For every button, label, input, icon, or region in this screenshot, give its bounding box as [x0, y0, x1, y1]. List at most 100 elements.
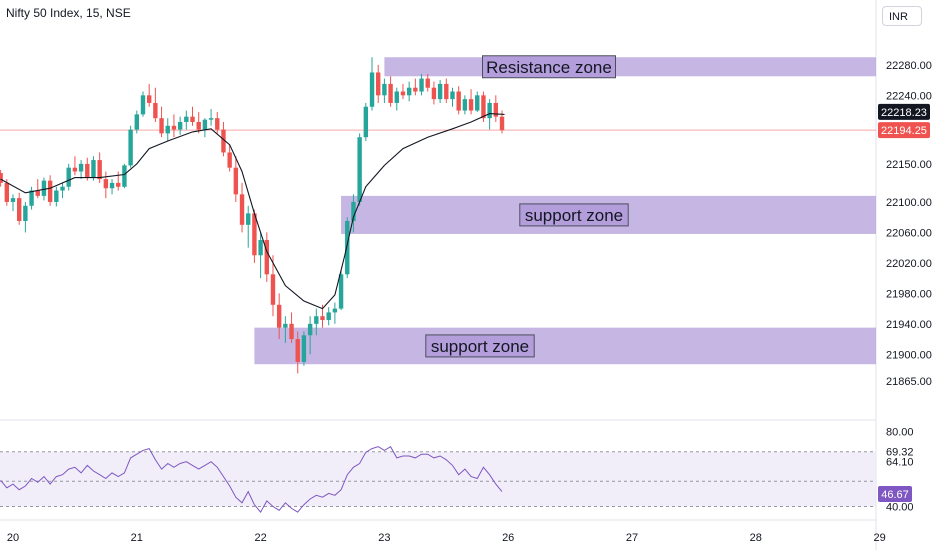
- price-badge: [878, 103, 930, 120]
- candle-body: [196, 121, 201, 130]
- candle-body: [345, 221, 350, 275]
- price-tick-label: 22100.00: [886, 197, 932, 209]
- candle-body: [97, 160, 102, 180]
- candle-body: [246, 213, 251, 225]
- candle-body: [252, 213, 257, 256]
- time-tick-label: 26: [502, 532, 514, 544]
- price-badge: [878, 122, 930, 139]
- price-badge-label: 22194.25: [881, 125, 927, 137]
- price-tick-label: 21865.00: [886, 376, 932, 388]
- candle-body: [468, 99, 474, 111]
- rsi-tick-label: 69.32: [886, 447, 914, 459]
- candle-body: [47, 180, 53, 202]
- candle-body: [60, 186, 65, 191]
- candle-body: [289, 323, 294, 340]
- candle-body: [326, 312, 331, 321]
- candle-body: [72, 167, 78, 172]
- time-tick-label: 23: [378, 532, 390, 544]
- candle-body: [215, 118, 220, 130]
- candle-body: [307, 323, 313, 336]
- candle-body: [239, 194, 245, 225]
- time-tick-label: 27: [626, 532, 638, 544]
- candle-body: [29, 190, 34, 206]
- candle-body: [128, 129, 133, 166]
- candle-body: [382, 83, 387, 96]
- rsi-tick-label: 64.10: [886, 456, 914, 468]
- price-tick-label: 22150.00: [886, 159, 932, 171]
- candle-body: [10, 198, 16, 202]
- time-tick-label: 22: [254, 532, 266, 544]
- candle-body: [283, 323, 288, 328]
- zone-label: support zone: [525, 206, 623, 225]
- time-tick-label: 28: [750, 532, 762, 544]
- candle-body: [41, 180, 47, 196]
- candle-body: [444, 83, 449, 100]
- candle-body: [369, 72, 375, 107]
- candle-body: [487, 102, 492, 119]
- candle-body: [456, 91, 461, 111]
- candle-body: [208, 118, 214, 120]
- candle-body: [233, 167, 239, 195]
- zone-label: Resistance zone: [486, 58, 612, 77]
- currency-button[interactable]: INR: [882, 6, 922, 26]
- candle-body: [78, 163, 84, 172]
- candle-body: [184, 116, 189, 122]
- candle-body: [376, 72, 381, 96]
- candle-body: [462, 99, 468, 111]
- candle-body: [264, 240, 269, 275]
- price-tick-label: 22020.00: [886, 258, 932, 270]
- candle-body: [35, 190, 40, 196]
- symbol-title: Nifty 50 Index, 15, NSE: [6, 6, 131, 20]
- rsi-tick-label: 80.00: [886, 427, 914, 439]
- price-tick-label: 21940.00: [886, 319, 932, 331]
- candle-body: [140, 95, 146, 115]
- price-tick-label: 21980.00: [886, 288, 932, 300]
- candle-body: [295, 339, 300, 362]
- rsi-line: [0, 446, 503, 513]
- zone-rect: [384, 57, 876, 77]
- price-badge-label: 22218.23: [881, 107, 927, 119]
- candle-body: [450, 91, 455, 100]
- candle-body: [481, 95, 486, 119]
- candle-body: [413, 87, 418, 92]
- price-tick-label: 22240.00: [886, 90, 932, 102]
- candle-body: [388, 83, 393, 103]
- candle-body: [4, 182, 10, 202]
- zone-label-box: [425, 334, 535, 358]
- candle-body: [363, 106, 369, 138]
- candle-body: [351, 201, 356, 221]
- price-tick-label: 22060.00: [886, 227, 932, 239]
- candle-body: [227, 152, 232, 168]
- candle-body: [190, 116, 195, 122]
- ema-line: [0, 113, 505, 310]
- candle-body: [475, 95, 480, 111]
- candle-body: [258, 240, 263, 256]
- candle-body: [23, 205, 28, 221]
- time-tick-label: 21: [131, 532, 143, 544]
- candle-body: [332, 308, 338, 313]
- candle-body: [146, 95, 152, 103]
- candle-body: [177, 121, 183, 130]
- candle-body: [357, 137, 362, 202]
- candle-body: [394, 91, 399, 103]
- candles-group: [0, 57, 505, 374]
- candle-body: [103, 179, 109, 189]
- candle-body: [419, 78, 424, 92]
- zone-label-box: [482, 55, 616, 79]
- candle-body: [85, 163, 90, 178]
- time-tick-label: 20: [7, 532, 19, 544]
- rsi-tick-label: 40.00: [886, 502, 914, 514]
- candle-body: [406, 87, 412, 96]
- rsi-value-badge: [878, 486, 912, 503]
- zone-label-box: [519, 203, 629, 227]
- candle-body: [276, 304, 282, 328]
- candle-body: [134, 114, 139, 130]
- candle-body: [221, 129, 226, 153]
- candle-body: [54, 190, 59, 202]
- candle-body: [116, 182, 121, 187]
- rsi-band: [0, 451, 876, 507]
- candle-body: [431, 87, 437, 100]
- candle-body: [425, 78, 430, 88]
- time-tick-label: 29: [873, 532, 885, 544]
